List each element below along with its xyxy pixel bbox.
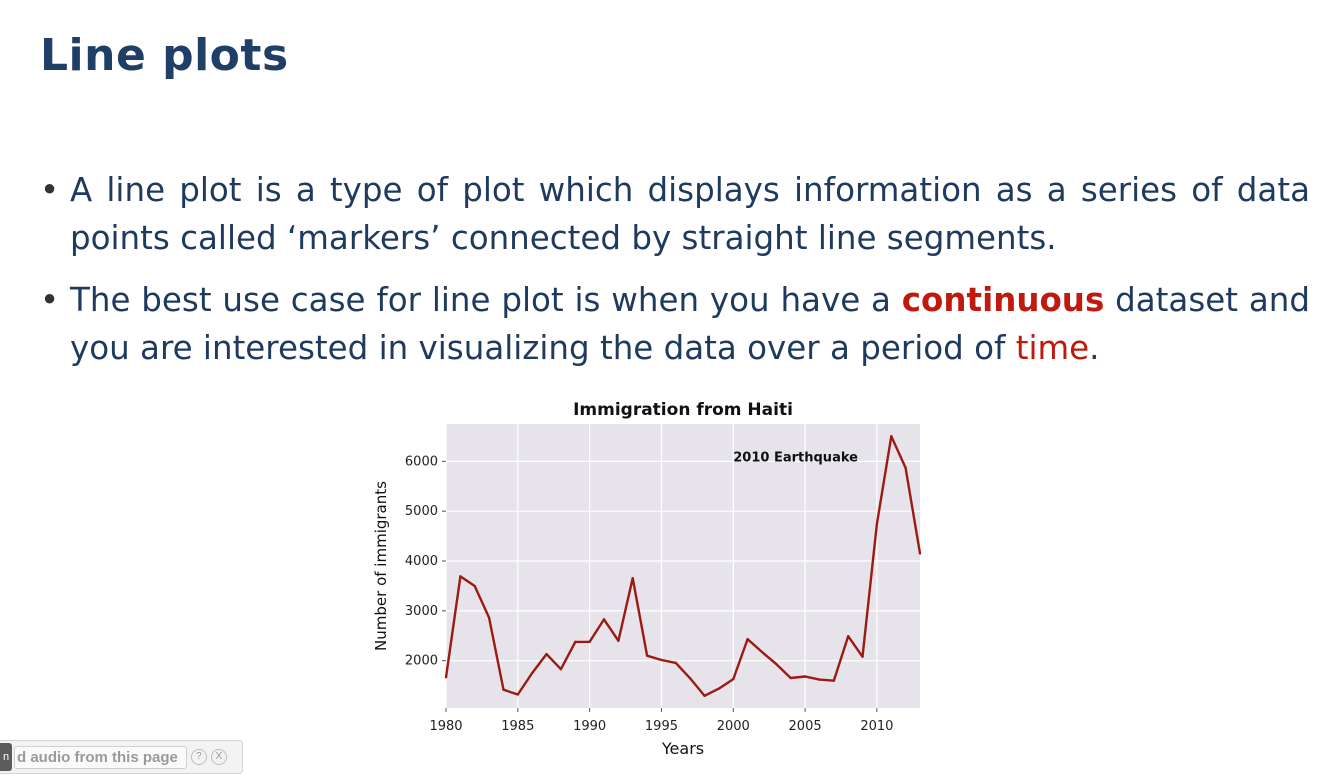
- data-point: [631, 577, 634, 580]
- data-point: [660, 658, 663, 662]
- plot-area: [446, 424, 920, 708]
- data-point: [688, 677, 692, 680]
- bullet-text-middle: dataset and you are interested in visual…: [70, 281, 1310, 367]
- data-point: [444, 676, 448, 679]
- data-point: [502, 688, 505, 691]
- x-tick-label: 2010: [860, 719, 893, 734]
- data-point: [574, 640, 577, 644]
- annotation-label: 2010 Earthquake: [733, 450, 858, 465]
- data-point: [789, 676, 792, 680]
- series-line: [444, 435, 922, 697]
- data-point: [832, 679, 836, 682]
- bullet-item: • A line plot is a type of plot which di…: [40, 166, 1310, 262]
- data-point: [775, 662, 778, 666]
- data-point: [717, 687, 721, 690]
- line-chart: 1980 1985 1990 1995 2000 2005 2010 2000 3000 4000…: [366, 390, 958, 754]
- data-point: [487, 616, 491, 620]
- audio-toolbar[interactable]: n d audio from this page ? X: [0, 740, 243, 774]
- data-point: [846, 635, 850, 638]
- data-point: [904, 466, 907, 470]
- bullet-dot-icon: •: [40, 171, 60, 209]
- y-axis-label: Number of immigrants: [372, 481, 390, 651]
- data-point: [674, 661, 678, 665]
- audio-label[interactable]: d audio from this page: [14, 745, 187, 769]
- y-tick-label: 5000: [405, 504, 438, 519]
- line-chart-svg: 1980 1985 1990 1995 2000 2005 2010 2000 3000 4000…: [372, 400, 922, 754]
- data-point: [732, 677, 735, 681]
- close-icon[interactable]: X: [210, 749, 227, 765]
- data-point: [516, 693, 520, 696]
- x-tick-label: 2005: [789, 719, 822, 734]
- data-point: [760, 650, 764, 654]
- data-point: [545, 652, 548, 656]
- data-point: [602, 618, 606, 621]
- x-axis-label: Years: [661, 739, 704, 754]
- data-point: [875, 522, 879, 526]
- x-tick-label: 1985: [501, 719, 534, 734]
- data-point: [861, 655, 864, 658]
- data-point: [803, 675, 807, 678]
- highlight-continuous: continuous: [901, 281, 1105, 319]
- help-icon[interactable]: ?: [190, 749, 207, 765]
- data-point: [818, 678, 821, 681]
- audio-icon[interactable]: n: [0, 743, 12, 771]
- y-tick-label: 3000: [405, 604, 438, 619]
- bullet-list: • A line plot is a type of plot which di…: [40, 166, 1310, 386]
- x-tick-label: 1995: [645, 719, 678, 734]
- data-point: [746, 637, 749, 641]
- data-point: [473, 584, 476, 588]
- data-point: [588, 640, 591, 643]
- slide-title: Line plots: [40, 30, 289, 81]
- data-point: [459, 575, 462, 578]
- chart-title: Immigration from Haiti: [573, 400, 793, 420]
- data-point: [703, 694, 706, 697]
- y-tick-label: 2000: [405, 654, 438, 669]
- data-point: [918, 552, 922, 555]
- data-point: [559, 667, 563, 671]
- bullet-text-after: .: [1089, 329, 1100, 367]
- data-point: [530, 671, 534, 675]
- x-tick-label: 1980: [429, 719, 462, 734]
- x-tick-label: 1990: [573, 719, 606, 734]
- bullet-text-before: The best use case for line plot is when …: [70, 281, 902, 319]
- bullet-dot-icon: •: [40, 281, 60, 319]
- y-tick-label: 6000: [405, 454, 438, 469]
- data-point: [617, 639, 620, 642]
- data-point: [890, 435, 893, 438]
- highlight-time: time: [1015, 329, 1090, 367]
- x-tick-label: 2000: [717, 719, 750, 734]
- data-point: [645, 654, 649, 657]
- y-tick-label: 4000: [405, 554, 438, 569]
- bullet-text: A line plot is a type of plot which disp…: [70, 171, 1310, 257]
- bullet-item: • The best use case for line plot is whe…: [40, 276, 1310, 372]
